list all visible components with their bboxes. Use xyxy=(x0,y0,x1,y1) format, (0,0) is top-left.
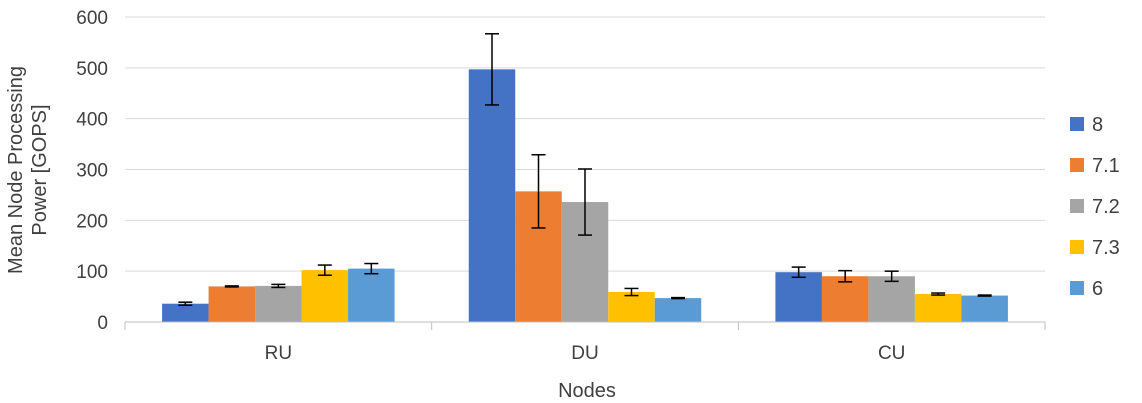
bar-du-8 xyxy=(468,69,516,322)
bars xyxy=(162,69,1008,322)
legend-swatch xyxy=(1070,240,1084,254)
bar-ru-7-2 xyxy=(255,285,302,322)
legend-swatch xyxy=(1070,281,1084,295)
bar-du-7-3 xyxy=(608,292,655,322)
y-tick-label: 200 xyxy=(76,211,108,232)
x-tick-label: RU xyxy=(265,343,292,364)
bar-du-6 xyxy=(654,298,702,322)
y-tick-label: 100 xyxy=(76,262,108,283)
legend-label: 7.3 xyxy=(1092,237,1120,259)
y-tick-label: 300 xyxy=(76,161,108,182)
axes xyxy=(124,321,1046,330)
bar-ru-7-1 xyxy=(208,286,256,322)
bar-cu-8 xyxy=(775,272,822,322)
bar-cu-7-2 xyxy=(868,276,915,322)
x-axis-title: Nodes xyxy=(558,380,616,402)
legend: 8 7.1 7.2 7.3 6 xyxy=(1070,114,1120,300)
legend-swatch xyxy=(1070,117,1084,131)
y-tick-labels: 0 100 200 300 400 500 600 xyxy=(76,8,108,334)
y-tick-label: 500 xyxy=(76,59,108,80)
legend-label: 8 xyxy=(1092,114,1103,136)
bar-ru-8 xyxy=(162,303,209,322)
bar-ru-6 xyxy=(348,268,395,322)
x-tick-labels: RU DU CU xyxy=(265,343,906,364)
bar-cu-7-1 xyxy=(821,276,869,322)
y-axis-title-line-2: Power [GOPS] xyxy=(29,104,51,235)
legend-label: 7.2 xyxy=(1092,196,1120,218)
bar-ru-7-3 xyxy=(301,270,349,322)
bar-cu-6 xyxy=(961,295,1008,322)
legend-swatch xyxy=(1070,199,1084,213)
y-tick-label: 600 xyxy=(76,8,108,29)
error-bars xyxy=(178,33,992,306)
y-axis-title: Mean Node Processing Power [GOPS] xyxy=(5,66,51,274)
y-tick-label: 400 xyxy=(76,110,108,131)
y-axis-title-line-1: Mean Node Processing xyxy=(5,66,27,274)
bar-cu-7-3 xyxy=(914,294,962,322)
legend-label: 7.1 xyxy=(1092,155,1120,177)
y-tick-label: 0 xyxy=(97,313,108,334)
x-tick-label: DU xyxy=(571,343,598,364)
legend-label: 6 xyxy=(1092,278,1103,300)
legend-swatch xyxy=(1070,158,1084,172)
x-tick-label: CU xyxy=(878,343,905,364)
